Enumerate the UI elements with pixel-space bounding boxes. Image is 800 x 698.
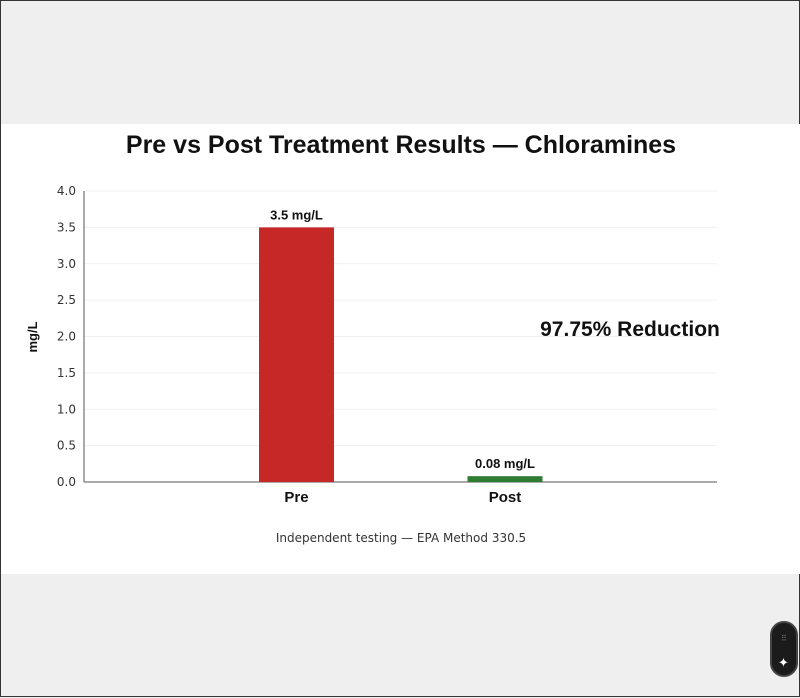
data-label: 3.5 mg/L <box>270 207 323 222</box>
y-axis-label: mg/L <box>25 321 40 352</box>
sparkle-icon: ✦ <box>778 655 789 670</box>
y-tick-label: 1.0 <box>57 402 76 416</box>
reduction-annotation: 97.75% Reduction <box>540 318 720 341</box>
grip-icon: ⠿ <box>781 634 787 643</box>
chart-caption: Independent testing — EPA Method 330.5 <box>275 531 527 545</box>
x-tick-label: Post <box>489 489 522 506</box>
y-tick-label: 0.0 <box>57 475 76 489</box>
y-tick-label: 2.5 <box>57 293 76 307</box>
y-tick-label: 1.5 <box>57 366 76 380</box>
y-tick-label: 3.5 <box>57 220 76 234</box>
bar-pre <box>259 227 334 482</box>
floating-tool-button[interactable]: ⠿ ✦ <box>770 621 798 677</box>
y-tick-label: 0.5 <box>57 439 76 453</box>
y-tick-label: 2.0 <box>57 330 76 344</box>
chart-title: Pre vs Post Treatment Results — Chlorami… <box>125 131 677 159</box>
y-tick-label: 4.0 <box>57 184 76 198</box>
y-tick-label: 3.0 <box>57 257 76 271</box>
bar-post <box>467 476 543 482</box>
data-label: 0.08 mg/L <box>475 456 535 471</box>
x-tick-label: Pre <box>284 489 308 506</box>
chart-card <box>1 124 800 574</box>
